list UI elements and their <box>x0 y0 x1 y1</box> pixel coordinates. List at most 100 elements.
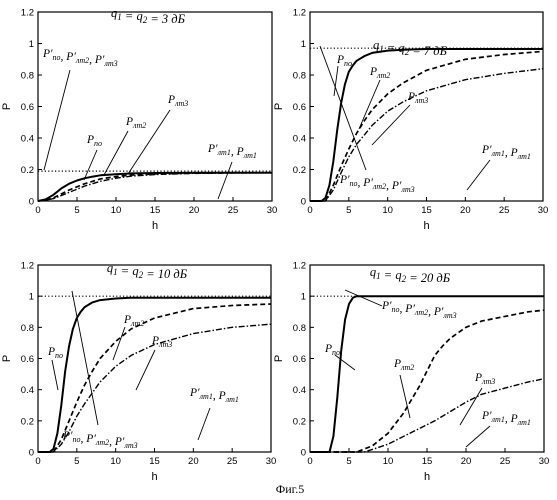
y-tick-label: 0.4 <box>293 134 306 145</box>
curve-annotation: Pлт2 <box>369 66 390 80</box>
x-tick-label: 30 <box>266 456 277 467</box>
y-tick-label: 0.6 <box>293 354 306 365</box>
curve-annotation: Pлт2 <box>125 116 146 130</box>
y-tick-label: 1 <box>29 39 34 50</box>
y-tick-label: 0.8 <box>293 71 306 82</box>
x-tick-label: 15 <box>149 456 160 467</box>
annotation-leader <box>467 160 490 190</box>
x-tick-label: 10 <box>382 205 393 216</box>
curve-annotation: Pлт3 <box>167 94 188 108</box>
y-tick-label: 0.6 <box>293 102 306 113</box>
y-tick-label: 1.2 <box>21 261 34 272</box>
series-line-solid <box>38 173 272 201</box>
x-tick-label: 15 <box>422 456 433 467</box>
x-tick-label: 0 <box>307 205 312 216</box>
y-tick-label: 1 <box>301 292 306 303</box>
x-tick-label: 25 <box>227 456 238 467</box>
x-axis-label: h <box>424 471 430 483</box>
x-tick-label: 0 <box>35 456 40 467</box>
curve-annotation: P′лт1, Pлт1 <box>481 144 531 161</box>
annotation-leader <box>334 66 338 96</box>
annotation-leader <box>359 80 380 129</box>
x-tick-label: 5 <box>346 205 351 216</box>
y-tick-label: 1.2 <box>293 8 306 19</box>
chart-panel-2: 05101520253000.20.40.60.811.2hPq1 = q2 =… <box>273 8 548 233</box>
x-tick-label: 15 <box>150 205 161 216</box>
x-tick-label: 30 <box>538 205 549 216</box>
curve-annotation: Pлт2 <box>123 314 144 328</box>
x-tick-label: 0 <box>307 456 312 467</box>
curve-annotation: Pпо <box>324 343 340 357</box>
annotation-leader <box>198 408 210 440</box>
x-tick-label: 0 <box>35 205 40 216</box>
chart-title: q1 = q2 = 3 дБ <box>111 6 186 26</box>
plot-frame <box>310 12 543 201</box>
annotation-leader <box>335 355 355 370</box>
y-tick-label: 0.6 <box>21 354 34 365</box>
y-tick-label: 0.8 <box>293 323 306 334</box>
curve-annotation: Pлт3 <box>151 335 172 349</box>
x-tick-label: 25 <box>500 456 511 467</box>
chart-panel-1: 05101520253000.20.40.60.811.2hPq1 = q2 =… <box>1 6 277 232</box>
y-axis-label: P <box>273 355 285 362</box>
curve-annotation: Pлт3 <box>474 372 495 386</box>
annotation-leader <box>113 327 125 360</box>
x-tick-label: 20 <box>461 456 472 467</box>
y-tick-label: 0.4 <box>293 385 306 396</box>
y-tick-label: 0 <box>301 197 306 208</box>
x-tick-label: 20 <box>460 205 471 216</box>
x-tick-label: 5 <box>346 456 351 467</box>
curve-annotation: Pлт2 <box>393 358 414 372</box>
y-tick-label: 1.2 <box>21 8 34 19</box>
annotation-leader <box>460 388 482 425</box>
x-tick-label: 30 <box>267 205 278 216</box>
series-line-solid <box>310 296 544 452</box>
annotation-leader <box>372 105 410 145</box>
y-tick-label: 0.8 <box>21 323 34 334</box>
curve-annotation: P′по, P′лт2, P′лт3 <box>42 48 118 68</box>
curve-annotation: Pпо <box>86 134 102 148</box>
series-line-dashdot <box>38 173 272 201</box>
y-tick-label: 0.2 <box>293 165 306 176</box>
y-tick-label: 1 <box>29 292 34 303</box>
curve-annotation: Pпо <box>47 346 63 360</box>
y-tick-label: 0.4 <box>21 134 34 145</box>
x-axis-label: h <box>151 471 157 483</box>
y-axis-label: P <box>273 103 285 110</box>
y-tick-label: 0.6 <box>21 102 34 113</box>
annotation-leader <box>400 375 410 418</box>
curve-annotation: Pпо <box>336 54 352 68</box>
curve-annotation: P′по, P′лт2, P′лт3 <box>62 430 138 450</box>
y-axis-label: P <box>1 103 13 110</box>
chart-title: q1 = q2 = 10 дБ <box>107 261 188 281</box>
annotation-leader <box>218 162 232 199</box>
annotation-leader <box>466 426 490 447</box>
x-axis-label: h <box>152 220 158 232</box>
x-tick-label: 5 <box>74 205 79 216</box>
chart-panel-3: 05101520253000.20.40.60.811.2hPq1 = q2 =… <box>1 261 276 484</box>
series-line-dashed <box>38 173 272 201</box>
annotation-leader <box>52 360 58 390</box>
series-line-dashed <box>310 310 544 452</box>
y-axis-label: P <box>1 355 13 362</box>
y-tick-label: 1.2 <box>293 261 306 272</box>
x-axis-label: h <box>423 220 429 232</box>
curve-annotation: P′по, P′лт2, P′лт3 <box>339 174 415 194</box>
x-tick-label: 25 <box>499 205 510 216</box>
x-tick-label: 10 <box>111 205 122 216</box>
chart-title: q1 = q2 = 7 дБ <box>373 38 448 58</box>
x-tick-label: 15 <box>421 205 432 216</box>
annotation-leader <box>136 350 155 390</box>
x-tick-label: 10 <box>383 456 394 467</box>
x-tick-label: 25 <box>228 205 239 216</box>
annotation-leader <box>44 70 70 170</box>
curve-annotation: P′по, P′лт2, P′лт3 <box>381 300 457 320</box>
annotation-leader <box>104 131 128 175</box>
x-tick-label: 5 <box>74 456 79 467</box>
annotation-leader <box>345 290 382 306</box>
curve-annotation: P′лт1, Pлт1 <box>481 410 531 427</box>
chart-panel-4: 05101520253000.20.40.60.811.2hPq1 = q2 =… <box>273 261 549 484</box>
chart-title: q1 = q2 = 20 дБ <box>370 265 451 285</box>
annotation-leader <box>128 110 170 174</box>
